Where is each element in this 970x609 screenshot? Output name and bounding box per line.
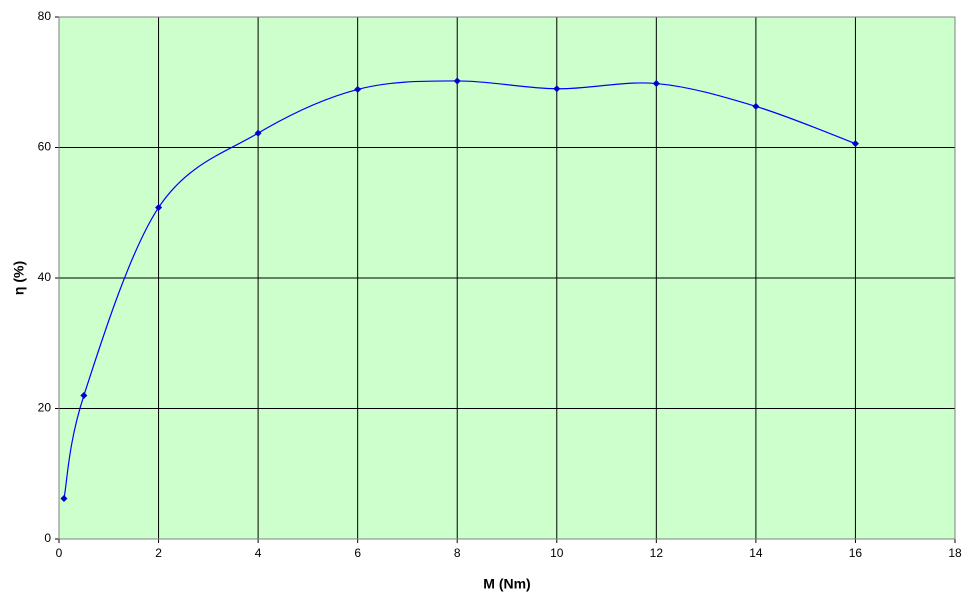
x-tick-label: 16 [849, 546, 863, 560]
y-tick-label: 60 [38, 140, 52, 154]
data-point [254, 129, 262, 137]
series-line [63, 80, 856, 499]
data-point [851, 140, 859, 148]
data-point [354, 85, 362, 93]
x-tick-label: 4 [255, 546, 262, 560]
y-tick-label: 20 [38, 401, 52, 415]
data-point [155, 204, 163, 212]
x-tick-label: 2 [155, 546, 162, 560]
data-point [553, 85, 561, 93]
data-point [80, 391, 88, 399]
y-tick-label: 40 [38, 270, 52, 284]
x-tick-label: 12 [650, 546, 664, 560]
x-tick-label: 18 [948, 546, 962, 560]
y-axis-title: η (%) [11, 261, 27, 295]
x-tick-label: 8 [454, 546, 461, 560]
x-tick-label: 10 [550, 546, 564, 560]
data-point [60, 495, 68, 503]
y-tick-label: 0 [44, 531, 51, 545]
x-tick-label: 0 [56, 546, 63, 560]
x-tick-label: 14 [749, 546, 763, 560]
data-point [652, 80, 660, 88]
data-point [453, 77, 461, 85]
x-axis-title: M (Nm) [483, 576, 530, 592]
x-tick-label: 6 [354, 546, 361, 560]
plot-border [58, 16, 956, 540]
y-tick-label: 80 [38, 9, 52, 23]
data-point [752, 102, 760, 110]
